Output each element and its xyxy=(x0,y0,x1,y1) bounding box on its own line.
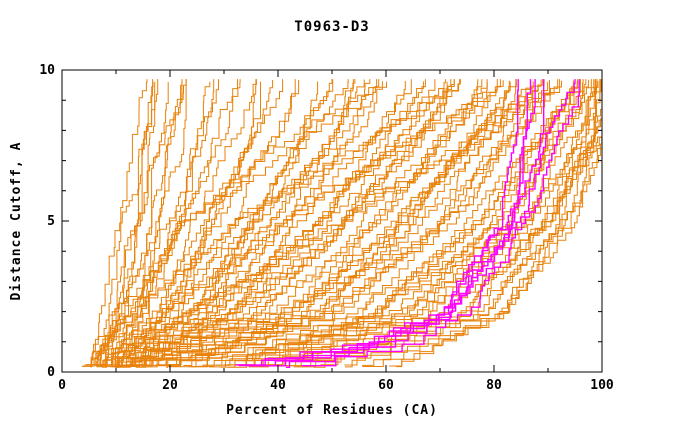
model-curve xyxy=(97,81,211,367)
highlighted-model-curve xyxy=(286,79,576,368)
model-curve xyxy=(123,79,349,366)
x-tick-label: 20 xyxy=(162,378,178,393)
highlighted-model-curve xyxy=(301,79,580,367)
model-curve xyxy=(115,81,319,368)
model-curve xyxy=(95,79,187,366)
y-axis-label: Distance Cutoff, A xyxy=(9,142,24,301)
model-curve xyxy=(125,79,542,368)
model-curve xyxy=(220,79,578,368)
model-curve xyxy=(100,79,257,368)
model-curve xyxy=(109,79,501,368)
x-tick-label: 100 xyxy=(590,378,614,393)
model-curve xyxy=(148,79,483,367)
model-curve xyxy=(96,81,387,368)
model-curve xyxy=(197,79,561,367)
model-curve xyxy=(115,79,354,367)
model-curve xyxy=(156,79,479,366)
model-curve xyxy=(124,79,371,367)
plot-frame xyxy=(61,69,603,373)
y-tick-label: 10 xyxy=(39,63,55,78)
model-curve xyxy=(83,79,159,367)
model-curve xyxy=(389,79,601,367)
model-curve xyxy=(183,81,549,366)
model-curve xyxy=(155,79,488,366)
model-curve xyxy=(96,81,183,367)
model-curve xyxy=(135,79,455,368)
curves-layer xyxy=(81,79,603,368)
model-curve xyxy=(227,79,582,366)
model-curve xyxy=(90,79,154,368)
y-tick-label: 0 xyxy=(47,365,55,380)
model-curve xyxy=(202,80,574,366)
model-curve xyxy=(133,79,446,367)
model-curve xyxy=(85,79,148,366)
model-curve xyxy=(102,79,220,366)
model-curve xyxy=(104,79,238,367)
model-curve xyxy=(141,79,452,368)
chart-title: T0963-D3 xyxy=(294,19,369,35)
y-tick-label: 5 xyxy=(47,214,55,229)
model-curve xyxy=(102,79,461,368)
x-tick-label: 40 xyxy=(270,378,286,393)
x-tick-label: 60 xyxy=(378,378,394,393)
model-curve xyxy=(118,79,559,366)
x-tick-label: 0 xyxy=(58,378,66,393)
model-curve xyxy=(104,79,455,366)
model-curve xyxy=(117,80,504,366)
model-curve xyxy=(165,79,517,368)
axes-layer: 0 20 40 60 80 100 0 5 10 xyxy=(39,63,614,393)
x-tick-label: 80 xyxy=(486,378,502,393)
model-curve xyxy=(137,81,448,367)
model-curve xyxy=(116,79,333,368)
highlighted-model-curve xyxy=(248,79,536,367)
model-curve xyxy=(121,79,365,367)
model-curve xyxy=(167,79,544,367)
model-curve xyxy=(100,79,241,366)
model-curve xyxy=(96,82,169,367)
model-curve xyxy=(115,79,356,368)
x-axis-label: Percent of Residues (CA) xyxy=(226,403,438,418)
model-curve xyxy=(110,79,284,366)
model-curve xyxy=(131,81,424,366)
model-curve xyxy=(113,79,300,366)
model-curve xyxy=(94,79,378,366)
model-curve xyxy=(120,81,383,367)
model-curve xyxy=(97,79,183,366)
